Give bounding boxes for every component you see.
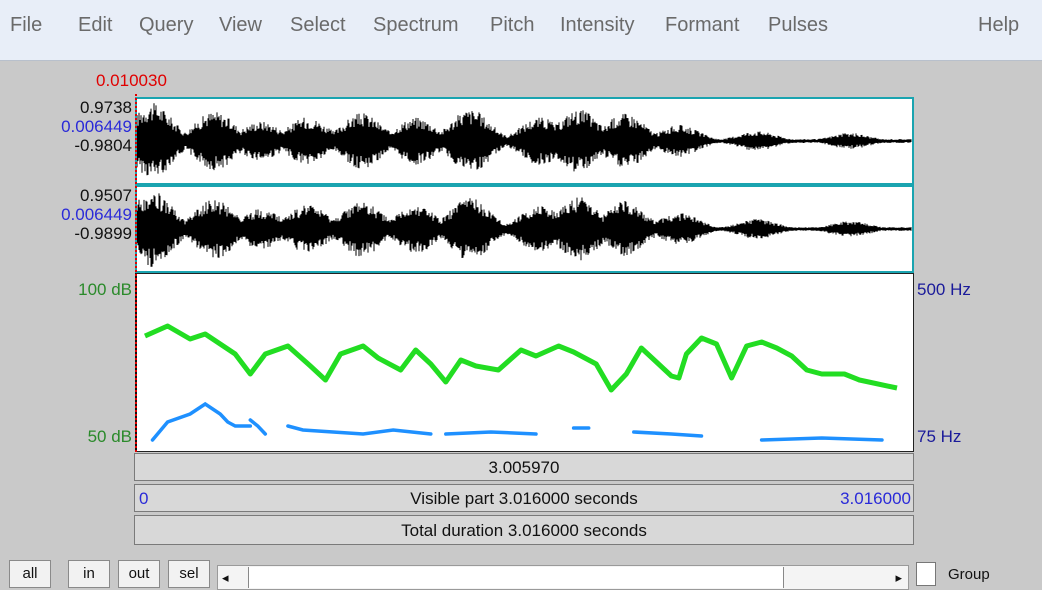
pitch-bottom-label: 75 Hz xyxy=(917,427,962,446)
scrollbar-thumb[interactable] xyxy=(248,567,784,588)
waveform-path xyxy=(137,103,912,176)
cursor-line[interactable] xyxy=(135,94,137,452)
group-checkbox[interactable] xyxy=(916,562,936,586)
cursor-time-bar[interactable]: 3.005970 xyxy=(134,453,914,481)
waveform-channel2[interactable] xyxy=(135,185,914,273)
channel1-cursor-value: 0.006449 xyxy=(61,117,132,136)
pitch-top-label: 500 Hz xyxy=(917,280,971,299)
channel1-max-label: 0.9738 xyxy=(80,98,132,117)
menu-query[interactable]: Query xyxy=(139,14,194,36)
pitch-curve-segment xyxy=(632,430,704,438)
menu-help[interactable]: Help xyxy=(978,14,1020,36)
scroll-right-icon[interactable]: ▸ xyxy=(895,570,902,585)
pitch-curve-segment xyxy=(248,418,268,436)
analysis-panel[interactable] xyxy=(135,273,914,452)
total-duration-bar[interactable]: Total duration 3.016000 seconds xyxy=(134,515,914,545)
cursor-time-bar-label: 3.005970 xyxy=(488,458,560,477)
analysis-curves xyxy=(143,323,898,442)
channel1-min-label: -0.9804 xyxy=(74,136,132,155)
menu-select[interactable]: Select xyxy=(290,14,346,36)
zoom-selection-button[interactable]: sel xyxy=(168,560,210,588)
zoom-all-button[interactable]: all xyxy=(9,560,51,588)
menu-pitch[interactable]: Pitch xyxy=(490,14,535,36)
pitch-curve-segment xyxy=(444,430,538,436)
total-duration-label: Total duration 3.016000 seconds xyxy=(401,521,647,540)
waveform-path xyxy=(137,193,912,267)
zoom-in-button[interactable]: in xyxy=(68,560,110,588)
visible-end-label: 3.016000 xyxy=(840,489,911,508)
menu-formant[interactable]: Formant xyxy=(665,14,740,36)
waveform-channel1-trace xyxy=(137,103,912,176)
visible-part-bar[interactable]: 0 Visible part 3.016000 seconds 3.016000 xyxy=(134,484,914,512)
channel2-min-label: -0.9899 xyxy=(74,224,132,243)
channel2-cursor-value: 0.006449 xyxy=(61,205,132,224)
visible-start-label: 0 xyxy=(139,489,149,508)
visible-part-label: Visible part 3.016000 seconds xyxy=(410,489,638,508)
menu-edit[interactable]: Edit xyxy=(78,14,113,36)
zoom-out-button[interactable]: out xyxy=(118,560,160,588)
menu-pulses[interactable]: Pulses xyxy=(768,14,829,36)
pitch-curve-segment xyxy=(286,424,433,436)
zoom-out-label: out xyxy=(128,565,150,582)
pitch-curve-segment xyxy=(759,436,884,442)
intensity-bottom-label: 50 dB xyxy=(87,427,132,446)
zoom-in-label: in xyxy=(83,565,95,582)
cursor-time-label: 0.010030 xyxy=(96,71,167,90)
zoom-all-label: all xyxy=(22,565,38,582)
zoom-sel-label: sel xyxy=(179,565,199,582)
horizontal-scrollbar[interactable]: ◂ ▸ xyxy=(217,565,909,590)
intensity-top-label: 100 dB xyxy=(78,280,132,299)
intensity-curve xyxy=(143,323,898,393)
menu-file[interactable]: File xyxy=(10,14,43,36)
group-label: Group xyxy=(948,566,990,583)
menu-view[interactable]: View xyxy=(219,14,262,36)
channel2-max-label: 0.9507 xyxy=(80,186,132,205)
menu-intensity[interactable]: Intensity xyxy=(560,14,635,36)
scroll-left-icon[interactable]: ◂ xyxy=(222,570,229,585)
waveform-channel1[interactable] xyxy=(135,97,914,185)
menu-bar: File Edit Query View Select Spectrum Pit… xyxy=(0,0,1042,61)
waveform-channel2-trace xyxy=(137,193,912,267)
pitch-curve-segment xyxy=(150,401,253,442)
menu-spectrum[interactable]: Spectrum xyxy=(373,14,459,36)
